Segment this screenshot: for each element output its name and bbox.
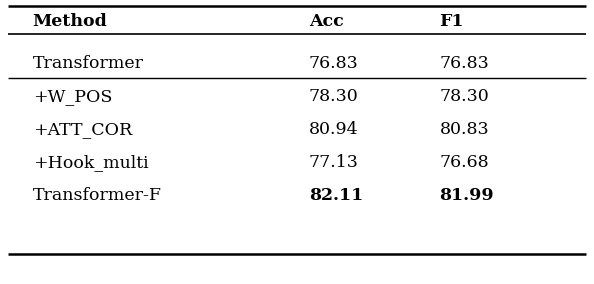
Text: 78.30: 78.30 [309, 89, 359, 105]
Text: +ATT_COR: +ATT_COR [33, 122, 132, 139]
Text: 80.83: 80.83 [440, 122, 489, 139]
Text: Method: Method [33, 14, 108, 30]
Text: +W_POS: +W_POS [33, 89, 112, 105]
Text: F1: F1 [440, 14, 464, 30]
Text: 81.99: 81.99 [440, 187, 494, 204]
Text: 76.83: 76.83 [440, 55, 489, 72]
Text: +Hook_multi: +Hook_multi [33, 154, 148, 172]
Text: 77.13: 77.13 [309, 154, 359, 172]
Text: Transformer: Transformer [33, 55, 144, 72]
Text: 80.94: 80.94 [309, 122, 359, 139]
Text: 78.30: 78.30 [440, 89, 489, 105]
Text: 76.68: 76.68 [440, 154, 489, 172]
Text: 76.83: 76.83 [309, 55, 359, 72]
Text: 82.11: 82.11 [309, 187, 363, 204]
Text: Acc: Acc [309, 14, 344, 30]
Text: Transformer-F: Transformer-F [33, 187, 162, 204]
